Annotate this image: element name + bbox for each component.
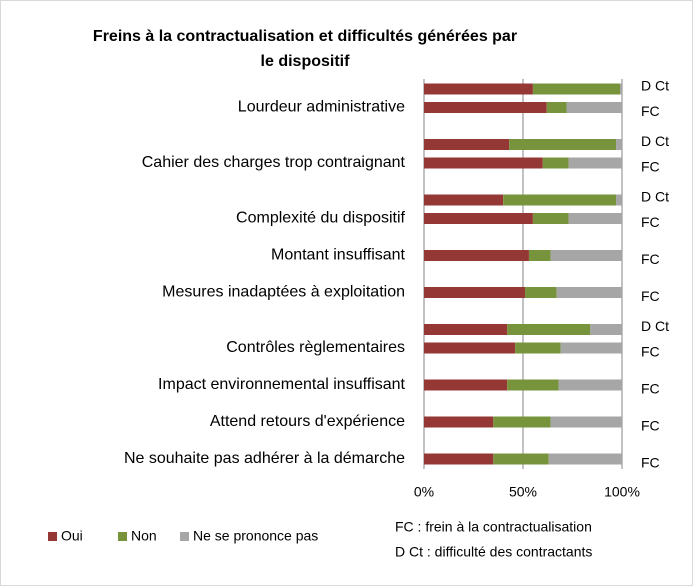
category-label: Ne souhaite pas adhérer à la démarche — [124, 450, 405, 467]
bar-side-label: FC — [641, 159, 660, 175]
note: D Ct : difficulté des contractants — [395, 544, 592, 560]
bar-segment — [493, 416, 551, 428]
category-label: Lourdeur administrative — [238, 99, 405, 116]
bar-segment — [548, 453, 622, 465]
chart-title: Freins à la contractualisation et diffic… — [92, 28, 518, 70]
bar-segment — [532, 83, 621, 95]
bar-segment — [424, 416, 494, 428]
bar-segment — [509, 139, 617, 150]
bar-segment — [493, 453, 549, 465]
bar-segment — [503, 194, 617, 206]
bar-segment — [424, 139, 510, 150]
bar-segment — [424, 342, 516, 354]
bar-segment — [616, 194, 622, 206]
bar-segment — [507, 324, 591, 335]
x-tick-label: 100% — [604, 484, 640, 500]
bar-segment — [424, 324, 508, 335]
bar-side-label: D Ct — [641, 78, 669, 94]
bar-segment — [558, 379, 622, 391]
bar-segment — [560, 342, 622, 354]
bar-segment — [568, 213, 622, 224]
bar-segment — [556, 287, 622, 298]
category-label: Complexité du dispositif — [236, 210, 406, 227]
category-label: Attend retours d'expérience — [210, 413, 405, 430]
x-tick-label: 50% — [509, 484, 537, 500]
bar-segment — [424, 157, 543, 169]
bar-segment — [568, 157, 622, 169]
legend-label: Ne se prononce pas — [193, 528, 318, 544]
bar-side-label: D Ct — [641, 189, 669, 205]
category-label: Contrôles règlementaires — [226, 339, 405, 356]
bar-segment — [424, 83, 533, 95]
legend-swatch — [48, 532, 57, 541]
category-label: Montant insuffisant — [271, 247, 406, 264]
bar-side-label: FC — [641, 103, 660, 119]
bar-segment — [507, 379, 559, 391]
bar-side-label: FC — [641, 455, 660, 471]
bar-side-label: D Ct — [641, 133, 669, 149]
bar-side-label: FC — [641, 381, 660, 397]
bar-segment — [524, 287, 557, 298]
bar-segment — [550, 416, 622, 428]
bar-side-label: FC — [641, 344, 660, 360]
bar-segment — [424, 194, 504, 206]
bar-segment — [424, 379, 508, 391]
bar-side-label: FC — [641, 214, 660, 230]
note: FC : frein à la contractualisation — [395, 519, 592, 535]
bar-segment — [542, 157, 569, 169]
bar-segment — [528, 250, 551, 261]
bar-side-label: FC — [641, 251, 660, 267]
category-label: Cahier des charges trop contraignant — [142, 154, 406, 171]
bar-segment — [424, 102, 547, 113]
category-label: Mesures inadaptées à exploitation — [162, 284, 405, 301]
bar-segment — [620, 83, 622, 95]
bar-segment — [424, 213, 533, 224]
bar-segment — [616, 139, 622, 150]
bar-segment — [546, 102, 567, 113]
bar-side-label: FC — [641, 418, 660, 434]
bar-segment — [590, 324, 622, 335]
bar-segment — [566, 102, 622, 113]
category-label: Impact environnemental insuffisant — [158, 376, 406, 393]
bar-segment — [424, 453, 494, 465]
x-tick-label: 0% — [414, 484, 434, 500]
bar-segment — [424, 250, 529, 261]
legend-label: Non — [131, 528, 157, 544]
bar-side-label: D Ct — [641, 318, 669, 334]
legend-label: Oui — [61, 528, 83, 544]
bar-segment — [532, 213, 569, 224]
legend-swatch — [180, 532, 189, 541]
bar-segment — [550, 250, 622, 261]
bar-segment — [424, 287, 525, 298]
bar-side-label: FC — [641, 288, 660, 304]
legend-swatch — [118, 532, 127, 541]
bar-segment — [515, 342, 561, 354]
